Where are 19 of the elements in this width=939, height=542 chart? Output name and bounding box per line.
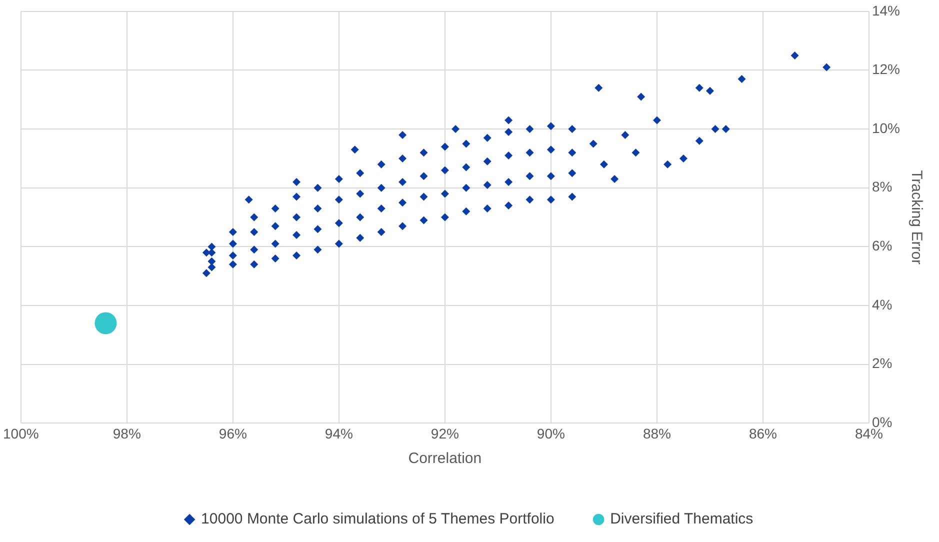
x-tick-label: 90%: [536, 425, 565, 442]
y-tick-label: 12%: [872, 61, 900, 78]
x-tick-label: 94%: [324, 425, 353, 442]
y-tick-label: 4%: [872, 296, 892, 312]
y-tick-label: 8%: [872, 178, 892, 195]
x-axis-title: Correlation: [408, 450, 482, 468]
y-tick-label: 6%: [872, 238, 892, 254]
y-tick-label: 14%: [872, 2, 900, 18]
legend-label: 10000 Monte Carlo simulations of 5 Themes Portfolio: [201, 510, 554, 528]
y-tick-label: 2%: [872, 355, 892, 372]
y-axis-title: Tracking Error: [908, 170, 925, 265]
legend-label: Diversified Thematics: [610, 510, 754, 528]
x-tick-label: 92%: [430, 425, 459, 442]
x-tick-label: 96%: [218, 425, 247, 442]
y-tick-label: 10%: [872, 120, 900, 136]
x-tick-label: 86%: [748, 425, 777, 442]
x-tick-label: 98%: [112, 425, 141, 442]
x-tick-label: 100%: [2, 425, 39, 442]
x-tick-label: 88%: [642, 425, 671, 442]
